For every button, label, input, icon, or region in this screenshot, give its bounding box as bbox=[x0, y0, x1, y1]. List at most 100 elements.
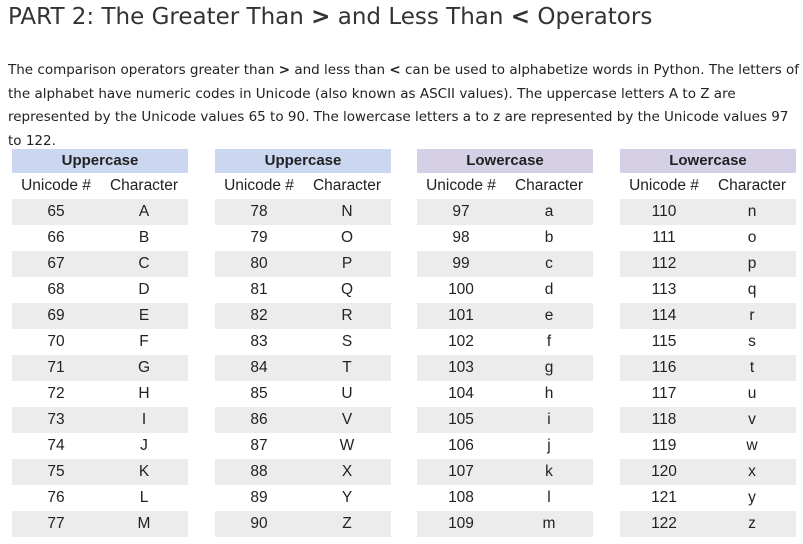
character-value: Z bbox=[342, 515, 352, 532]
character-value: Q bbox=[340, 281, 354, 298]
unicode-value: 99 bbox=[452, 255, 470, 272]
greater-than-symbol: > bbox=[311, 4, 331, 30]
character-value: h bbox=[544, 385, 554, 402]
unicode-value: 86 bbox=[250, 411, 268, 428]
unicode-table-2: Uppercase Unicode # Character 78 N 79 O 80 P 81 Q 8… bbox=[215, 149, 391, 537]
column-header-character: Character bbox=[312, 177, 382, 194]
table-row: 90 Z bbox=[215, 511, 391, 537]
unicode-value: 112 bbox=[651, 255, 677, 272]
table-row: 65 A bbox=[12, 199, 188, 225]
intro-text-2: and less than bbox=[290, 62, 390, 78]
character-value: W bbox=[339, 437, 355, 454]
less-than-symbol: < bbox=[510, 4, 531, 30]
table-row: 85 U bbox=[215, 381, 391, 407]
table-row: 66 B bbox=[12, 225, 188, 251]
unicode-value: 76 bbox=[47, 489, 65, 506]
character-value: J bbox=[140, 437, 148, 454]
intro-text-3: can be used to alphabetize words in Pyth… bbox=[8, 62, 800, 149]
unicode-value: 84 bbox=[250, 359, 268, 376]
table-row: 100 d bbox=[417, 277, 593, 303]
table-row: 69 E bbox=[12, 303, 188, 329]
unicode-value: 108 bbox=[448, 489, 474, 506]
character-value: r bbox=[749, 307, 755, 324]
intro-paragraph: The comparison operators greater than > … bbox=[8, 59, 803, 153]
column-header-unicode: Unicode # bbox=[426, 177, 496, 194]
character-value: O bbox=[340, 229, 354, 246]
unicode-value: 72 bbox=[47, 385, 65, 402]
table-row: 76 L bbox=[12, 485, 188, 511]
title-text-2: and Less Than bbox=[330, 4, 511, 30]
table-row: 113 q bbox=[620, 277, 796, 303]
column-header-character: Character bbox=[514, 177, 584, 194]
table-header: Uppercase bbox=[12, 149, 188, 173]
character-value: H bbox=[138, 385, 150, 402]
unicode-value: 88 bbox=[250, 463, 268, 480]
unicode-value: 83 bbox=[250, 333, 268, 350]
character-value: E bbox=[138, 307, 150, 324]
column-header-unicode: Unicode # bbox=[224, 177, 294, 194]
column-headers: Unicode # Character bbox=[215, 173, 391, 199]
unicode-value: 111 bbox=[652, 229, 676, 246]
unicode-value: 69 bbox=[47, 307, 65, 324]
unicode-table-1: Uppercase Unicode # Character 65 A 66 B 67 C 68 D 6… bbox=[12, 149, 188, 537]
unicode-value: 107 bbox=[448, 463, 474, 480]
character-value: D bbox=[138, 281, 150, 298]
intro-text-1: The comparison operators greater than bbox=[8, 62, 279, 78]
unicode-value: 113 bbox=[651, 281, 677, 298]
unicode-value: 66 bbox=[47, 229, 65, 246]
unicode-value: 97 bbox=[452, 203, 470, 220]
character-value: w bbox=[746, 437, 758, 454]
table-row: 97 a bbox=[417, 199, 593, 225]
character-value: k bbox=[545, 463, 553, 480]
page-title: PART 2: The Greater Than > and Less Than… bbox=[8, 0, 652, 34]
table-row: 80 P bbox=[215, 251, 391, 277]
character-value: t bbox=[749, 359, 755, 376]
table-row: 99 c bbox=[417, 251, 593, 277]
table-row: 104 h bbox=[417, 381, 593, 407]
table-row: 109 m bbox=[417, 511, 593, 537]
unicode-value: 100 bbox=[448, 281, 474, 298]
table-row: 117 u bbox=[620, 381, 796, 407]
table-row: 75 K bbox=[12, 459, 188, 485]
column-headers: Unicode # Character bbox=[12, 173, 188, 199]
unicode-value: 109 bbox=[448, 515, 474, 532]
unicode-value: 103 bbox=[448, 359, 474, 376]
table-row: 107 k bbox=[417, 459, 593, 485]
table-row: 78 N bbox=[215, 199, 391, 225]
column-headers: Unicode # Character bbox=[417, 173, 593, 199]
character-value: V bbox=[341, 411, 353, 428]
unicode-value: 122 bbox=[651, 515, 677, 532]
intro-greater-than-symbol: > bbox=[278, 62, 291, 78]
character-value: y bbox=[748, 489, 756, 506]
table-row: 84 T bbox=[215, 355, 391, 381]
unicode-value: 118 bbox=[651, 411, 677, 428]
character-value: i bbox=[547, 411, 551, 428]
unicode-value: 75 bbox=[47, 463, 65, 480]
table-row: 121 y bbox=[620, 485, 796, 511]
unicode-value: 87 bbox=[250, 437, 268, 454]
table-row: 111 o bbox=[620, 225, 796, 251]
unicode-value: 82 bbox=[250, 307, 268, 324]
table-row: 82 R bbox=[215, 303, 391, 329]
character-value: s bbox=[748, 333, 756, 350]
character-value: x bbox=[748, 463, 756, 480]
table-row: 120 x bbox=[620, 459, 796, 485]
character-value: e bbox=[544, 307, 554, 324]
unicode-value: 67 bbox=[47, 255, 65, 272]
table-row: 110 n bbox=[620, 199, 796, 225]
character-value: d bbox=[544, 281, 554, 298]
character-value: b bbox=[544, 229, 554, 246]
character-value: T bbox=[342, 359, 352, 376]
table-row: 101 e bbox=[417, 303, 593, 329]
unicode-table-4: Lowercase Unicode # Character 110 n 111 o 112 p 1… bbox=[620, 149, 796, 537]
table-row: 112 p bbox=[620, 251, 796, 277]
intro-less-than-symbol: < bbox=[389, 62, 401, 78]
unicode-value: 90 bbox=[250, 515, 268, 532]
table-row: 81 Q bbox=[215, 277, 391, 303]
character-value: A bbox=[138, 203, 150, 220]
unicode-value: 110 bbox=[651, 203, 677, 220]
character-value: l bbox=[547, 489, 551, 506]
unicode-value: 70 bbox=[47, 333, 65, 350]
table-row: 118 v bbox=[620, 407, 796, 433]
unicode-value: 104 bbox=[448, 385, 474, 402]
